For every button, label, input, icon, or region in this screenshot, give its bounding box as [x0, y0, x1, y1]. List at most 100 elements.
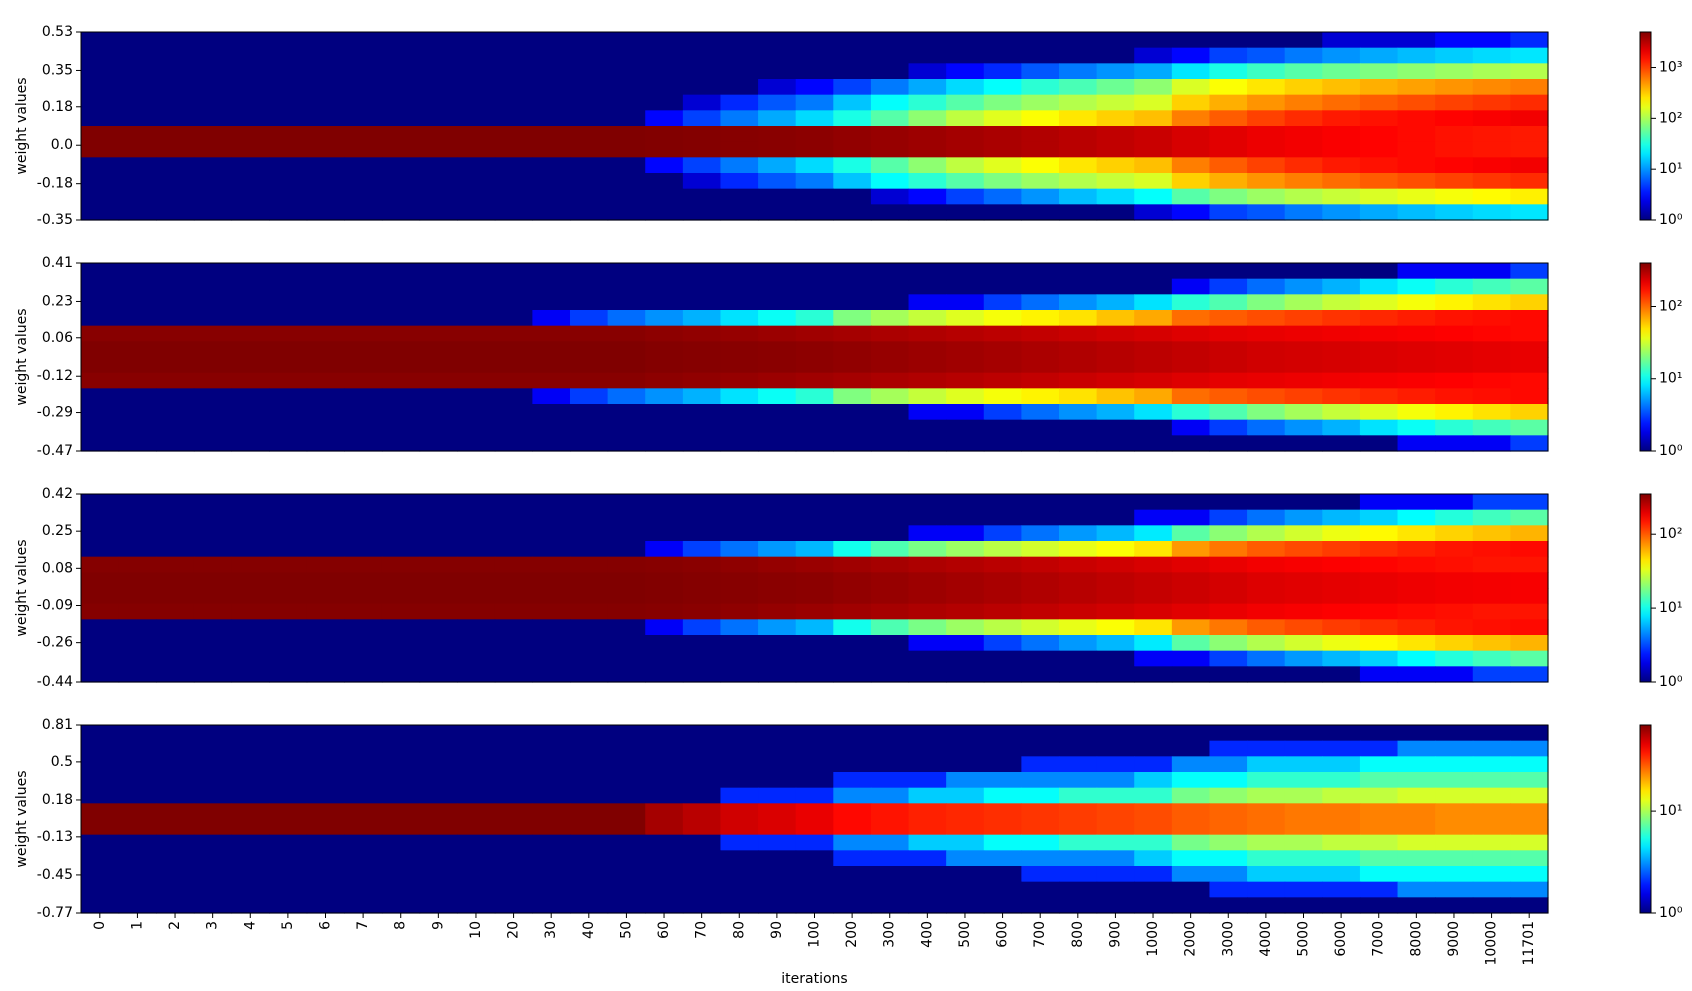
heat-cell — [494, 341, 533, 358]
heat-cell — [1322, 756, 1361, 773]
heat-cell — [570, 435, 609, 452]
heat-cell — [419, 263, 458, 280]
heat-cell — [344, 310, 383, 327]
heat-cell — [306, 341, 345, 358]
heat-cell — [118, 772, 157, 789]
heat-cell — [607, 881, 646, 898]
heat-cell — [1472, 32, 1511, 49]
heat-cell — [1397, 635, 1436, 652]
x-tick-label: 4000 — [1258, 921, 1274, 957]
heat-cell — [494, 588, 533, 605]
heat-cell — [1171, 819, 1211, 836]
heat-cell — [269, 173, 308, 190]
heat-cell — [344, 494, 383, 511]
heat-cell — [532, 850, 571, 867]
heat-cell — [908, 310, 947, 327]
heat-cell — [1171, 603, 1211, 620]
heat-cell — [570, 881, 609, 898]
heat-cell — [758, 435, 797, 452]
heat-cell — [682, 32, 722, 49]
heat-cell — [758, 803, 797, 820]
y-axis-label: weight values — [14, 77, 30, 174]
heat-cell — [645, 725, 684, 742]
heat-cell — [1435, 173, 1474, 190]
heat-cell — [1021, 173, 1060, 190]
heat-cell — [1247, 850, 1286, 867]
heat-cell — [81, 110, 120, 127]
heat-cell — [570, 588, 609, 605]
heat-cell — [306, 650, 345, 667]
heat-cell — [833, 388, 872, 405]
heat-cell — [306, 372, 345, 389]
heat-cell — [1209, 341, 1248, 358]
y-tick-label: 0.53 — [42, 24, 73, 40]
heat-cell — [193, 173, 233, 190]
heat-cell — [1059, 525, 1098, 542]
heat-cell — [1059, 619, 1098, 636]
x-tick-label: 90 — [769, 921, 785, 939]
heat-cell — [908, 157, 947, 174]
heat-cell — [532, 404, 571, 421]
heat-cell — [494, 666, 533, 683]
heat-cell — [1209, 404, 1248, 421]
heat-cell — [682, 310, 722, 327]
heat-cell — [118, 850, 157, 867]
heat-cell — [494, 725, 533, 742]
heat-cell — [381, 572, 421, 589]
heat-cell — [946, 47, 985, 64]
heat-cell — [1435, 357, 1474, 374]
heat-cell — [720, 341, 759, 358]
heat-cell — [81, 310, 120, 327]
heat-cell — [269, 635, 308, 652]
heat-cell — [419, 94, 458, 111]
heat-cell — [1284, 819, 1323, 836]
heat-cell — [946, 94, 985, 111]
heat-cell — [344, 834, 383, 851]
heat-cell — [344, 419, 383, 436]
heat-cell — [570, 772, 609, 789]
heat-cell — [720, 278, 759, 295]
heat-cell — [381, 866, 421, 883]
heat-cell — [1284, 787, 1323, 804]
heat-cell — [1209, 666, 1248, 683]
heat-cell — [156, 419, 195, 436]
heat-cell — [1247, 881, 1286, 898]
x-tick-label: 900 — [1107, 921, 1123, 948]
heat-cell — [1134, 772, 1173, 789]
heat-cell — [1096, 494, 1135, 511]
colorbar-tick-label: 10¹ — [1659, 803, 1682, 819]
heat-cell — [156, 126, 195, 143]
heat-cell — [946, 204, 985, 221]
heat-cell — [1247, 141, 1286, 158]
heat-cell — [645, 341, 684, 358]
heat-cell — [1322, 525, 1361, 542]
heat-cell — [795, 325, 834, 342]
heat-cell — [231, 541, 270, 558]
heat-cell — [1284, 32, 1323, 49]
heat-cell — [1171, 834, 1211, 851]
heat-cell — [607, 278, 646, 295]
heat-cell — [494, 263, 533, 280]
heat-cell — [1171, 388, 1211, 405]
heat-cell — [983, 126, 1022, 143]
heat-cell — [570, 740, 609, 757]
heat-cell — [1322, 740, 1361, 757]
heat-cell — [381, 435, 421, 452]
colorbar-tick-label: 10⁰ — [1659, 905, 1683, 921]
heat-cell — [1472, 294, 1511, 311]
heat-cell — [1134, 94, 1173, 111]
heat-cell — [1021, 47, 1060, 64]
heat-cell — [1247, 509, 1286, 526]
heat-cell — [1134, 435, 1173, 452]
heat-cell — [1134, 897, 1173, 914]
heat-cell — [118, 572, 157, 589]
heat-cell — [908, 32, 947, 49]
heat-cell — [645, 404, 684, 421]
heat-cell — [269, 666, 308, 683]
heat-cell — [758, 603, 797, 620]
heat-cell — [1059, 787, 1098, 804]
heat-cell — [269, 157, 308, 174]
heat-cell — [1171, 404, 1211, 421]
heat-cell — [118, 79, 157, 96]
x-tick-label: 10000 — [1484, 921, 1500, 966]
